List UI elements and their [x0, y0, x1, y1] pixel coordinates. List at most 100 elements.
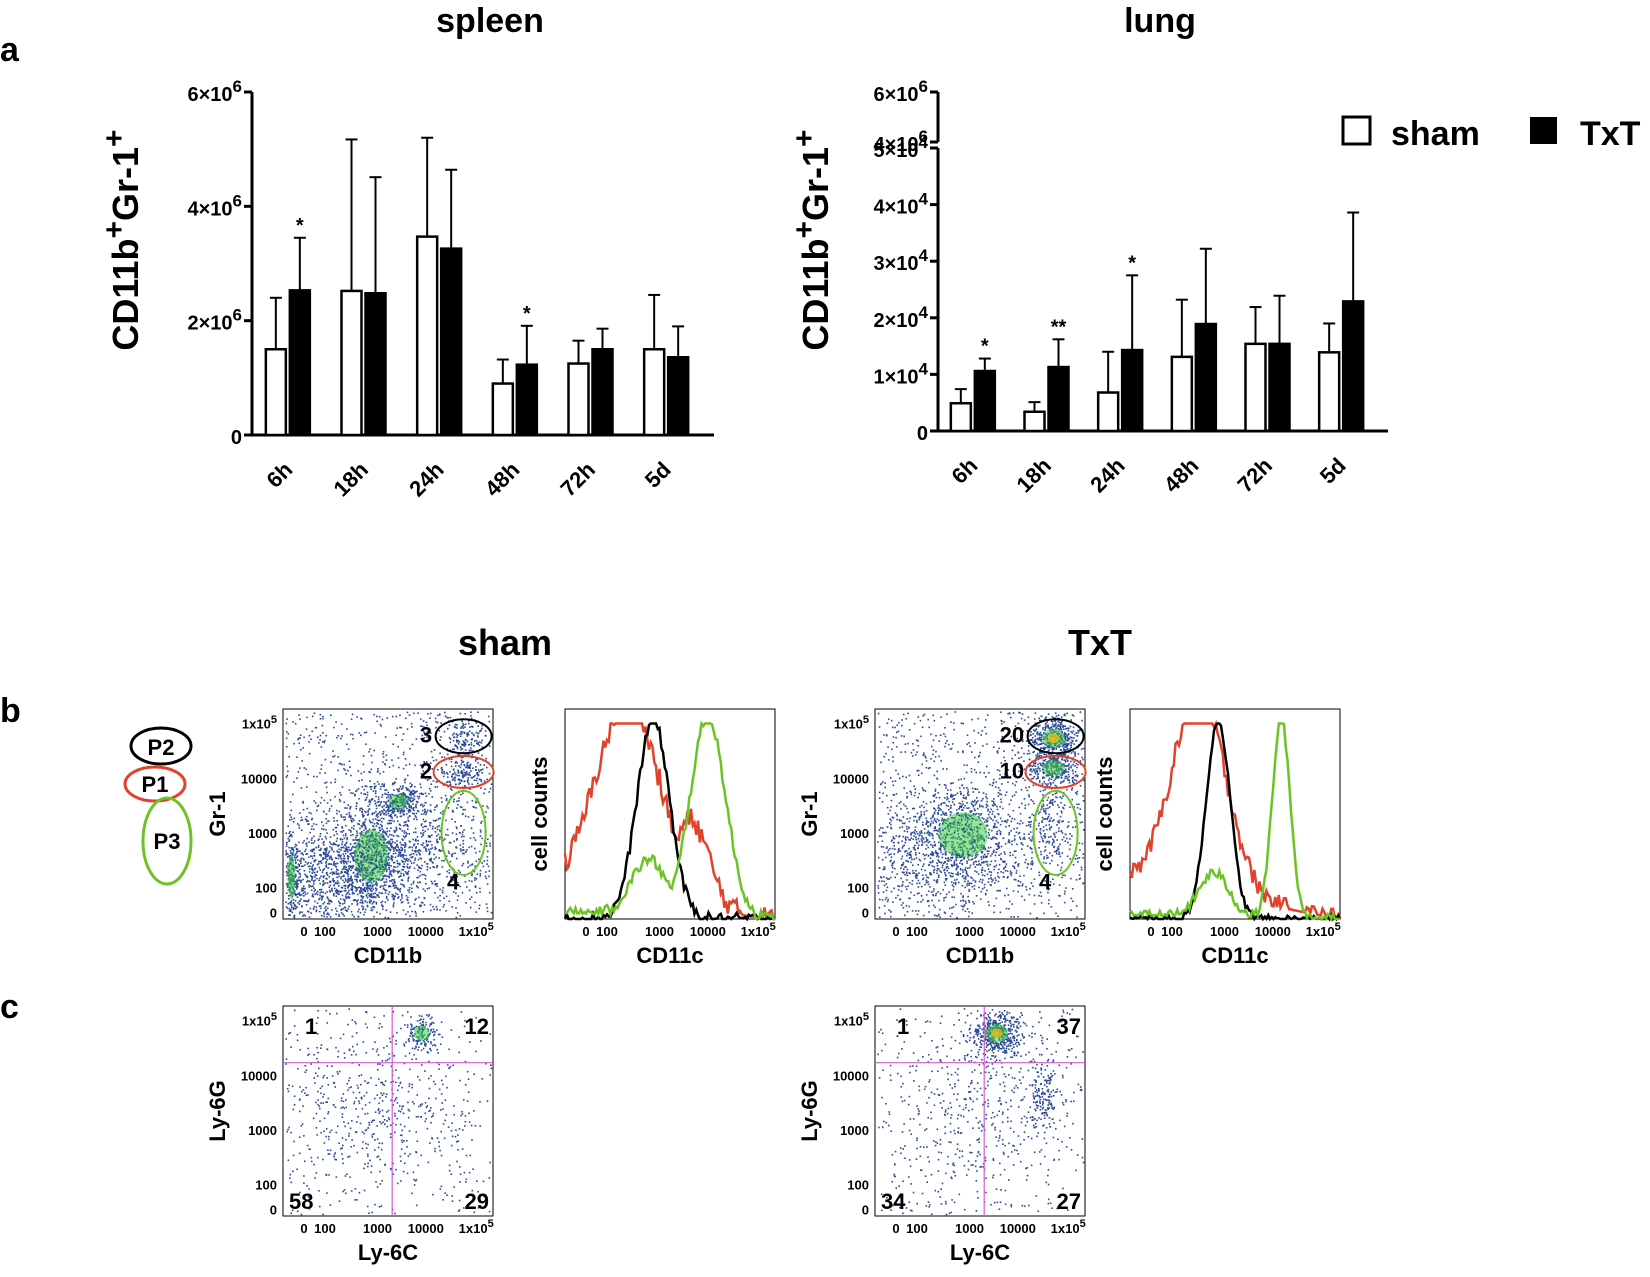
plot-frame [874, 708, 1086, 920]
x-tick-label: 100 [906, 1221, 928, 1236]
x-tick-label: 100 [314, 1221, 336, 1236]
bar-sham [1317, 351, 1341, 433]
plot-frame [282, 1005, 494, 1217]
y-axis-label: Ly-6G [797, 1080, 822, 1142]
histogram-p3 [564, 720, 775, 921]
gate-p2-ellipse [129, 726, 193, 766]
x-tick-label: 1000 [645, 924, 674, 939]
bar-txt [1120, 348, 1144, 433]
gate-p1-percent: 10 [1000, 758, 1024, 783]
dense-population [414, 1025, 430, 1041]
x-tick-label: 10000 [1000, 924, 1036, 939]
gate-p2-percent: 3 [420, 723, 432, 748]
bar-txt [364, 291, 387, 437]
legend-sham-label: sham [1391, 115, 1480, 153]
bar-sham [340, 289, 363, 437]
legend-txt-swatch [1530, 117, 1557, 144]
y-tick-label: 0 [270, 1203, 277, 1218]
y-tick-label: 0 [862, 906, 869, 921]
txt-cd11c-histogram: 0 100 1000 10000 1x105 CD11c cell counts [1092, 708, 1342, 968]
bar-sham [642, 348, 666, 437]
y-tick-label: 1000 [840, 826, 869, 841]
y-tick-label: 5×104 [873, 133, 928, 162]
x-tick-label: 5d [1315, 453, 1351, 489]
significance-marker: * [981, 336, 989, 358]
gate-p2-label: P2 [148, 735, 175, 760]
y-tick-label: 6×106 [187, 77, 242, 106]
quadrant-ll: 58 [289, 1189, 313, 1214]
y-tick-label: 10000 [833, 1068, 869, 1083]
y-tick-label: 0 [862, 1203, 869, 1218]
y-tick-label: 1x105 [242, 1011, 277, 1029]
plot-frame [564, 708, 776, 920]
y-tick-label: 4×106 [873, 127, 928, 156]
bar-txt [288, 289, 312, 437]
gate-p1-ellipse [123, 765, 187, 803]
x-tick-label: 72h [1233, 453, 1277, 497]
gate-p3-percent: 4 [1039, 870, 1052, 895]
spleen-bar-chart: spleen CD11b+Gr-1+ 0 2×106 4×106 6×106 6h 18h 24… [98, 2, 714, 501]
bar-sham [491, 382, 515, 437]
x-tick-label: 6h [947, 453, 983, 489]
bar-txt [1268, 342, 1291, 433]
y-tick-label: 6×106 [873, 77, 928, 106]
x-tick-label: 6h [262, 457, 298, 493]
x-tick-label: 1000 [1210, 924, 1239, 939]
x-tick-label: 1000 [363, 1221, 392, 1236]
bar-sham [1244, 342, 1267, 433]
significance-marker: * [296, 215, 304, 237]
x-tick-label: 10000 [1000, 1221, 1036, 1236]
x-tick-label: 0 [892, 924, 899, 939]
x-tick-label: 24h [404, 457, 448, 501]
group-title-sham: sham [458, 622, 552, 663]
y-tick-label: 0 [270, 906, 277, 921]
x-axis-label: CD11c [636, 943, 703, 968]
x-tick-label: 5d [640, 457, 676, 493]
dense-population [389, 793, 408, 809]
y-tick-label: 1000 [248, 826, 277, 841]
y-tick-label: 3×104 [873, 246, 928, 275]
quadrant-ur: 12 [465, 1014, 489, 1039]
x-tick-label: 0 [582, 924, 589, 939]
panel-label-a: a [0, 31, 20, 69]
legend-sham-swatch [1341, 115, 1372, 146]
x-axis-label: CD11b [946, 943, 1014, 968]
gate-p1 [1024, 755, 1087, 789]
y-tick-label: 100 [847, 1178, 869, 1193]
x-axis-label: CD11c [1201, 943, 1268, 968]
dense-population [287, 854, 296, 900]
bar-sham [1023, 410, 1046, 433]
hot-population [1047, 733, 1060, 744]
bar-sham [1170, 355, 1194, 433]
histogram-p1 [1128, 719, 1342, 920]
gate-p3-ellipse [141, 796, 193, 886]
quadrant-ul: 1 [305, 1014, 317, 1039]
gate-p3-label: P3 [154, 829, 181, 854]
quadrant-ll: 34 [881, 1189, 906, 1214]
histogram-p1 [563, 722, 776, 921]
panel-label-c: c [0, 988, 19, 1026]
x-tick-label: 48h [1159, 453, 1203, 497]
bar-txt [439, 247, 463, 437]
x-tick-label: 100 [596, 924, 618, 939]
x-tick-label: 10000 [408, 924, 444, 939]
x-tick-label: 0 [892, 1221, 899, 1236]
bar-sham [264, 348, 288, 437]
event-dots [877, 1008, 1085, 1216]
y-tick-label: 10000 [833, 771, 869, 786]
x-tick-label: 1x105 [459, 1218, 494, 1236]
x-tick-label: 0 [300, 924, 307, 939]
x-tick-label: 1x105 [741, 921, 776, 939]
gate-p3 [1032, 789, 1079, 876]
plot-frame [282, 708, 494, 920]
gate-p2 [434, 718, 493, 755]
y-axis-label: CD11b+Gr-1+ [98, 129, 146, 350]
y-axis-label: cell counts [1092, 757, 1117, 872]
y-tick-label: 1000 [248, 1123, 277, 1138]
bar-txt [1341, 300, 1365, 433]
chart-title: spleen [436, 2, 544, 40]
y-tick-label: 0 [917, 423, 928, 445]
